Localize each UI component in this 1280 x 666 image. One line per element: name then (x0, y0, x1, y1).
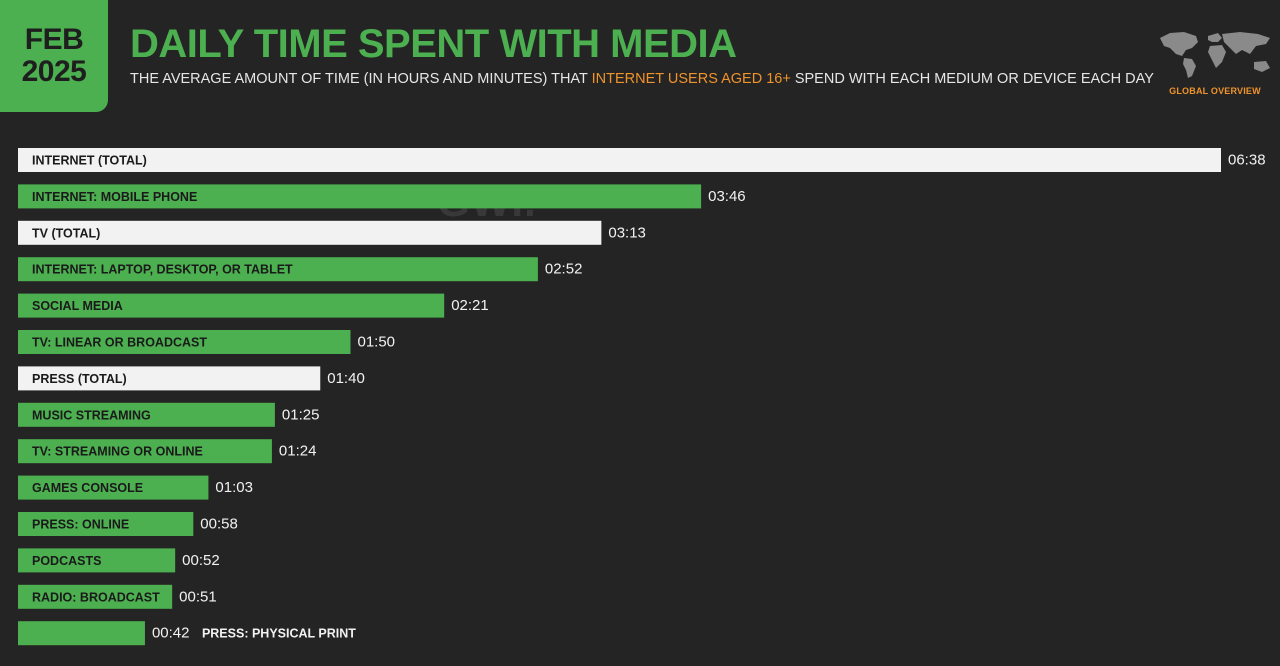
region-indicator: GLOBAL OVERVIEW (1150, 28, 1280, 108)
bar-press-online (18, 512, 194, 536)
category-label-press-total: PRESS (TOTAL) (32, 372, 127, 386)
value-label-press-total: 01:40 (327, 370, 365, 387)
bar-radio-broadcast (18, 584, 173, 609)
bar-social-media (18, 293, 445, 318)
value-label-tv-linear-or-broadcast: 01:50 (357, 334, 395, 351)
region-label: GLOBAL OVERVIEW (1169, 86, 1261, 96)
subtitle-text-start: THE AVERAGE AMOUNT OF TIME (IN HOURS AND… (130, 71, 592, 87)
date-year: 2025 (21, 55, 87, 88)
value-label-internet-laptop-desktop-or-tablet: 02:52 (545, 261, 583, 278)
category-label-podcasts: PODCASTS (32, 554, 101, 568)
chart-title: DAILY TIME SPENT WITH MEDIA (130, 22, 737, 66)
value-label-tv-total: 03:13 (608, 224, 646, 241)
category-label-internet-mobile-phone: INTERNET: MOBILE PHONE (32, 190, 197, 204)
category-label-internet-total: INTERNET (TOTAL) (32, 154, 147, 168)
value-label-internet-total: 06:38 (1228, 152, 1266, 169)
value-label-press-physical-print: 00:42 (152, 625, 190, 642)
subtitle-text-end: SPEND WITH EACH MEDIUM OR DEVICE EACH DA… (790, 71, 1154, 87)
subtitle-highlight: INTERNET USERS AGED 16+ (591, 71, 791, 87)
bar-music-streaming (18, 402, 275, 427)
value-label-podcasts: 00:52 (182, 552, 220, 569)
bar-podcasts (18, 548, 176, 573)
category-label-press-online: PRESS: ONLINE (32, 518, 129, 532)
value-label-music-streaming: 01:25 (282, 406, 320, 423)
bar-tv-streaming-or-online (18, 439, 272, 464)
category-label-internet-laptop-desktop-or-tablet: INTERNET: LAPTOP, DESKTOP, OR TABLET (32, 263, 293, 277)
bar-games-console (18, 475, 209, 500)
category-label-social-media: SOCIAL MEDIA (32, 299, 123, 313)
value-label-press-online: 00:58 (200, 516, 238, 533)
category-label-radio-broadcast: RADIO: BROADCAST (32, 590, 160, 604)
category-label-music-streaming: MUSIC STREAMING (32, 408, 151, 422)
bar-internet-mobile-phone (18, 184, 702, 209)
value-label-games-console: 01:03 (215, 479, 253, 496)
bar-internet-total (18, 148, 1221, 172)
value-label-internet-mobile-phone: 03:46 (708, 188, 746, 205)
value-label-tv-streaming-or-online: 01:24 (279, 443, 317, 460)
bar-tv-linear-or-broadcast (18, 330, 351, 354)
world-map-icon (1160, 32, 1270, 78)
bar-internet-laptop-desktop-or-tablet (18, 257, 538, 282)
chart-subtitle: THE AVERAGE AMOUNT OF TIME (IN HOURS AND… (130, 71, 1154, 87)
category-label-games-console: GAMES CONSOLE (32, 481, 143, 495)
bar-press-total (18, 366, 321, 391)
value-label-radio-broadcast: 00:51 (179, 588, 217, 605)
date-month: FEB (24, 23, 84, 56)
bar-tv-total (18, 220, 602, 245)
value-label-social-media: 02:21 (451, 297, 489, 314)
category-label-tv-streaming-or-online: TV: STREAMING OR ONLINE (32, 445, 203, 459)
category-label-press-physical-print: PRESS: PHYSICAL PRINT (202, 627, 356, 641)
bar-press-physical-print (18, 621, 145, 646)
date-badge: FEB 2025 (0, 0, 108, 112)
category-label-tv-total: TV (TOTAL) (32, 226, 100, 240)
category-label-tv-linear-or-broadcast: TV: LINEAR OR BROADCAST (32, 336, 207, 350)
